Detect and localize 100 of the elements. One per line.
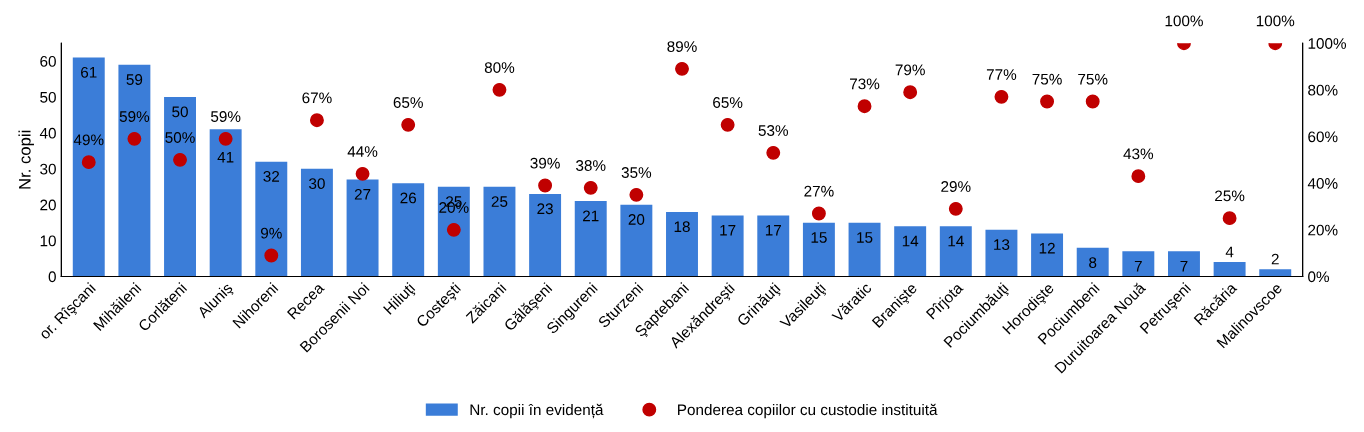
bar xyxy=(255,161,288,277)
data-label: 89% xyxy=(667,41,697,52)
data-label: 20 xyxy=(628,214,645,225)
point xyxy=(355,166,370,181)
point xyxy=(720,117,735,132)
point xyxy=(127,131,142,146)
bar xyxy=(437,186,470,277)
bar xyxy=(1213,262,1246,277)
point xyxy=(811,206,826,221)
point xyxy=(309,113,324,128)
data-label: 49% xyxy=(73,134,104,146)
data-label: 100% xyxy=(1256,15,1295,27)
data-label: 39% xyxy=(530,157,560,169)
point xyxy=(538,178,553,193)
data-label: 75% xyxy=(1078,73,1108,85)
y2-tick-label: 0% xyxy=(1308,271,1330,283)
bar xyxy=(894,226,927,277)
point xyxy=(446,222,461,237)
data-label: 32 xyxy=(263,171,280,182)
data-label: 8 xyxy=(1089,257,1097,268)
data-label: 53% xyxy=(758,125,789,136)
data-label: 41 xyxy=(217,151,234,163)
point xyxy=(857,99,872,114)
bar xyxy=(1076,247,1109,277)
data-label: 14 xyxy=(948,235,964,247)
data-label: 59% xyxy=(119,111,150,122)
point xyxy=(994,89,1009,104)
data-label: 25% xyxy=(1215,190,1245,202)
bar xyxy=(392,183,425,277)
data-label: 50% xyxy=(165,132,195,143)
point xyxy=(1131,169,1146,184)
y2-tick-label: 40% xyxy=(1307,178,1338,189)
bar xyxy=(757,215,790,277)
y-axis-title: Nr. copii xyxy=(18,130,34,189)
data-label: 21 xyxy=(583,210,599,222)
data-label: 59 xyxy=(126,74,143,85)
point xyxy=(218,131,233,146)
y-tick-label: 20 xyxy=(40,199,56,211)
data-label: 73% xyxy=(850,78,880,90)
data-label: 43% xyxy=(1123,148,1154,160)
y-tick-label: 60 xyxy=(40,56,56,67)
bar xyxy=(346,179,379,277)
data-label: 27 xyxy=(354,188,371,200)
bar xyxy=(1122,251,1155,277)
bar xyxy=(574,201,607,277)
bar xyxy=(1168,251,1200,277)
data-label: 100% xyxy=(1165,15,1203,27)
data-label: 17 xyxy=(765,225,781,236)
legend-label: Nr. copii în evidență xyxy=(470,403,604,419)
bar xyxy=(1259,269,1292,277)
bar xyxy=(848,222,881,277)
data-label: 12 xyxy=(1039,242,1055,254)
data-label: 79% xyxy=(895,64,925,76)
point xyxy=(492,82,507,97)
data-label: 27% xyxy=(804,185,834,197)
data-label: 44% xyxy=(347,146,378,157)
data-label: 7 xyxy=(1134,260,1142,272)
data-label: 61 xyxy=(81,66,97,78)
data-label: 15 xyxy=(857,232,873,243)
data-label: 30 xyxy=(309,178,325,190)
data-label: 35% xyxy=(621,167,652,178)
data-label: 80% xyxy=(484,62,515,73)
data-label: 13 xyxy=(994,239,1010,251)
point xyxy=(1222,211,1237,226)
point xyxy=(401,117,416,132)
data-label: 15 xyxy=(811,232,827,243)
bar xyxy=(529,193,562,277)
point xyxy=(948,201,963,216)
data-label: 25 xyxy=(491,196,508,207)
point xyxy=(173,152,187,167)
data-label: 9% xyxy=(260,227,282,239)
bar xyxy=(711,215,744,277)
y-tick-label: 10 xyxy=(40,235,56,247)
data-label: 65% xyxy=(713,97,743,108)
point xyxy=(903,85,918,100)
data-label: 50 xyxy=(172,106,188,118)
data-label: 29% xyxy=(941,181,971,192)
data-label: 14 xyxy=(902,235,919,247)
y-tick-label: 0 xyxy=(48,271,56,283)
point xyxy=(264,248,279,263)
data-label: 4 xyxy=(1225,246,1234,258)
bar xyxy=(1031,233,1064,277)
legend-label: Ponderea copiilor cu custodie instituită xyxy=(678,403,938,419)
point xyxy=(583,180,598,195)
bar xyxy=(802,222,835,277)
bar xyxy=(985,229,1018,277)
data-label: 7 xyxy=(1180,260,1188,272)
point xyxy=(766,145,781,160)
data-label: 67% xyxy=(302,92,332,104)
y-tick-label: 30 xyxy=(40,163,56,175)
data-label: 18 xyxy=(674,221,690,233)
y2-tick-label: 80% xyxy=(1308,84,1338,96)
bar xyxy=(620,204,653,277)
bar xyxy=(164,97,196,277)
point xyxy=(1085,94,1100,109)
data-label: 65% xyxy=(393,97,423,108)
point xyxy=(1040,94,1055,109)
y-tick-label: 40 xyxy=(39,127,56,139)
data-label: 59% xyxy=(210,111,241,122)
point xyxy=(629,187,644,202)
